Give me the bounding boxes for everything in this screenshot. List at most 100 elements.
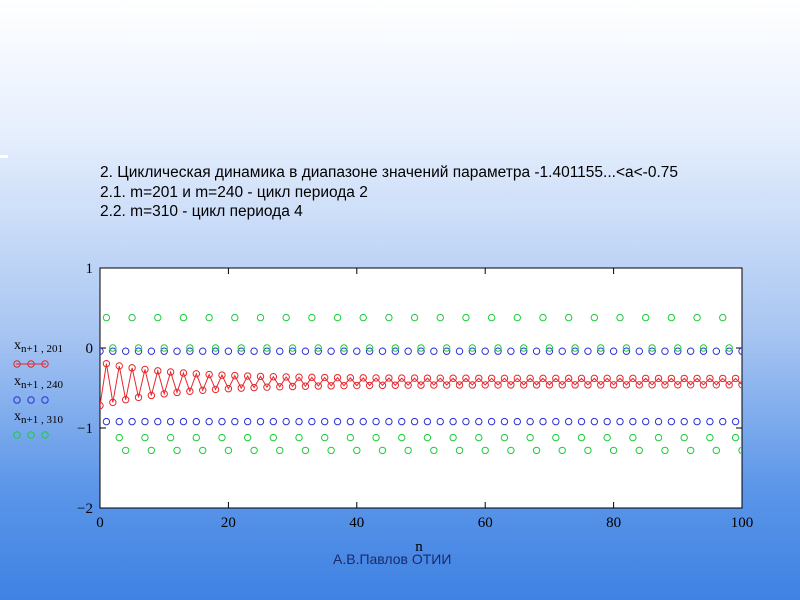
data-point xyxy=(564,313,573,322)
data-point xyxy=(648,344,656,352)
data-point xyxy=(333,313,342,322)
data-point xyxy=(719,313,727,322)
legend-swatch-marker xyxy=(13,360,21,368)
data-point xyxy=(179,417,188,426)
heading-line-1: 2. Циклическая динамика в диапазоне знач… xyxy=(100,164,679,181)
data-point xyxy=(597,347,605,355)
data-point xyxy=(571,381,579,389)
series-2 xyxy=(102,313,742,455)
data-point xyxy=(616,374,624,383)
data-point xyxy=(211,347,220,355)
data-point xyxy=(507,347,515,355)
data-point xyxy=(288,382,297,391)
data-point xyxy=(186,347,194,355)
data-point xyxy=(680,374,688,383)
data-point xyxy=(674,381,682,389)
legend-swatch-marker xyxy=(41,431,49,439)
data-point xyxy=(372,417,380,426)
data-point xyxy=(109,398,117,407)
data-point xyxy=(520,381,528,389)
data-point xyxy=(365,381,374,390)
data-point xyxy=(449,417,457,426)
data-point xyxy=(442,347,451,355)
data-point xyxy=(301,446,310,455)
data-point xyxy=(199,446,207,455)
legend-swatch-marker xyxy=(27,431,35,439)
data-point xyxy=(282,417,290,426)
data-point xyxy=(346,374,355,382)
legend-entry-2: xn+1 , 310 xyxy=(13,409,63,439)
data-point xyxy=(263,344,271,352)
slide-heading: 2. Циклическая динамика в диапазоне знач… xyxy=(100,163,678,222)
data-point xyxy=(680,433,688,442)
data-point xyxy=(706,417,714,426)
data-point xyxy=(712,381,721,389)
data-point xyxy=(314,344,322,352)
data-point xyxy=(115,433,123,442)
data-point xyxy=(513,374,521,383)
data-point xyxy=(231,371,239,380)
data-point xyxy=(481,347,489,355)
data-point xyxy=(179,313,188,322)
data-point xyxy=(654,417,663,426)
data-point xyxy=(154,367,162,375)
data-point xyxy=(552,417,560,426)
legend-label: xn+1 , 240 xyxy=(14,374,63,391)
data-point xyxy=(141,433,149,442)
data-point xyxy=(558,381,566,389)
data-point xyxy=(494,347,502,355)
data-point xyxy=(584,347,592,355)
data-point xyxy=(526,374,534,383)
data-point xyxy=(622,347,631,355)
data-point xyxy=(622,344,631,352)
data-point xyxy=(199,386,207,394)
data-point xyxy=(648,381,656,389)
data-point xyxy=(635,381,643,389)
data-point xyxy=(590,417,599,426)
data-point xyxy=(186,387,194,395)
data-point xyxy=(121,446,130,455)
data-point xyxy=(237,347,245,355)
data-point xyxy=(699,347,708,355)
data-point xyxy=(699,344,708,352)
data-point xyxy=(584,381,592,389)
legend-swatch-marker xyxy=(41,360,49,368)
data-point xyxy=(231,417,239,426)
data-point xyxy=(629,417,637,426)
data-point xyxy=(712,446,721,455)
data-point xyxy=(423,433,432,442)
data-point xyxy=(442,344,451,352)
data-point xyxy=(513,313,521,322)
data-point xyxy=(680,417,688,426)
data-point xyxy=(263,383,271,391)
data-point xyxy=(321,373,329,382)
data-point xyxy=(481,446,489,455)
data-point xyxy=(160,390,168,398)
data-point xyxy=(629,374,637,383)
data-point xyxy=(410,417,419,426)
data-point xyxy=(295,417,303,426)
data-point xyxy=(391,347,400,355)
data-point xyxy=(622,381,631,389)
data-point xyxy=(526,417,534,426)
data-point xyxy=(539,417,547,426)
data-point xyxy=(346,433,355,442)
data-point xyxy=(391,381,400,389)
data-point xyxy=(353,446,361,455)
data-point xyxy=(288,344,297,352)
data-point xyxy=(629,433,637,442)
data-point xyxy=(468,347,477,355)
data-point xyxy=(674,347,682,355)
data-point xyxy=(731,374,740,383)
author-footer: А.В.Павлов ОТИИ xyxy=(333,551,452,567)
data-point xyxy=(699,381,708,389)
data-point xyxy=(462,374,470,382)
x-axis-label: n xyxy=(415,539,423,555)
data-point xyxy=(442,381,451,389)
data-point xyxy=(584,446,592,455)
data-point xyxy=(224,385,233,393)
data-point xyxy=(276,347,284,355)
data-point xyxy=(417,381,425,389)
axis-ticks: 0 20 40 60 80 100 n 1 0 −1 −2 xyxy=(77,261,753,555)
data-point xyxy=(250,383,258,392)
